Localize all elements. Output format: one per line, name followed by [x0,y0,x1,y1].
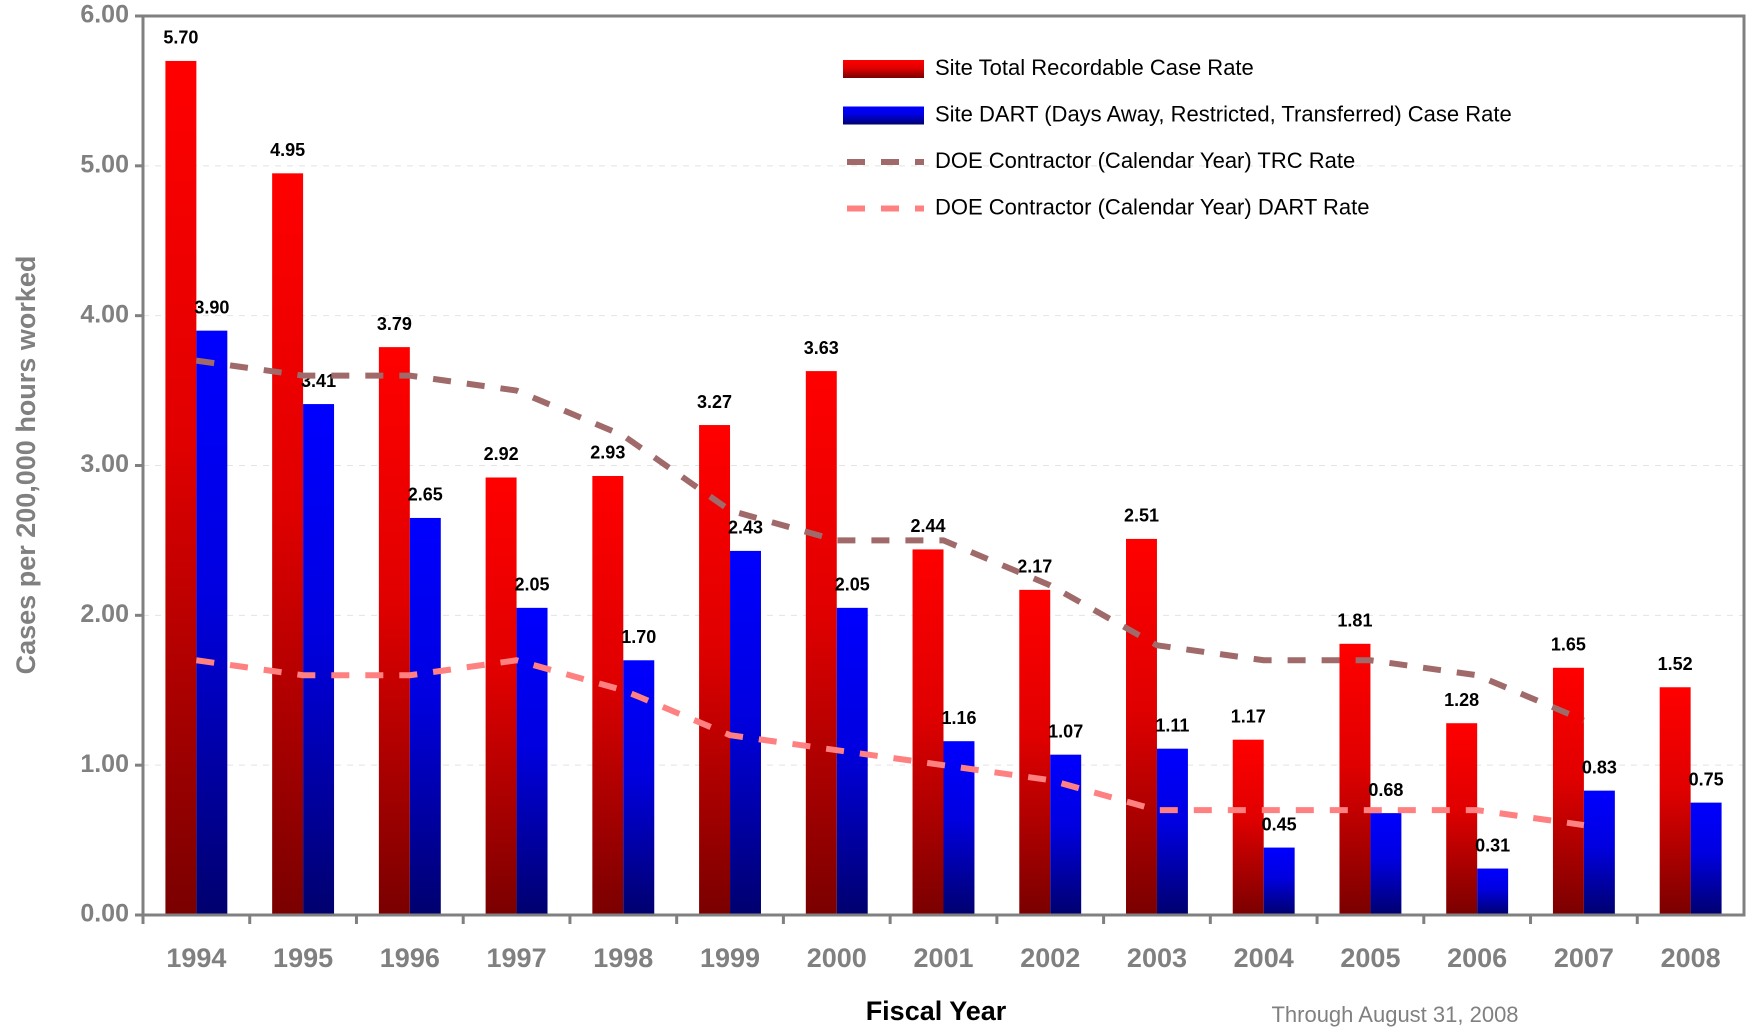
value-label: 2.92 [484,444,519,464]
legend-swatch [843,60,924,78]
y-tick-label: 2.00 [80,600,129,628]
value-label: 1.17 [1231,706,1266,726]
bar [1050,754,1082,915]
value-label: 3.79 [377,314,412,334]
x-tick-label: 1997 [487,943,547,973]
value-label: 1.16 [941,708,976,728]
y-tick-label: 3.00 [80,450,129,478]
bar [805,371,837,916]
bar [1477,868,1509,915]
value-label: 5.70 [163,28,198,48]
bar [912,549,944,915]
bar [1263,847,1295,915]
value-label: 0.31 [1475,835,1510,855]
bar [699,425,731,915]
legend-label: Site Total Recordable Case Rate [935,55,1254,80]
value-label: 2.05 [515,575,550,595]
bar [409,517,441,915]
x-tick-label: 1999 [700,943,760,973]
x-axis-title: Fiscal Year [866,996,1007,1026]
value-label: 1.81 [1337,611,1372,631]
x-tick-label: 2002 [1020,943,1080,973]
bar [303,404,335,915]
value-label: 2.17 [1017,557,1052,577]
bar [1690,802,1722,915]
bar [378,347,410,915]
x-tick-label: 1996 [380,943,440,973]
bar [1659,687,1691,915]
value-label: 2.93 [590,443,625,463]
y-axis-title: Cases per 200,000 hours worked [11,256,41,675]
bar [516,607,548,915]
y-tick-label: 5.00 [80,150,129,178]
x-tick-label: 1994 [166,943,226,973]
bar [836,607,868,915]
x-tick-label: 2008 [1661,943,1721,973]
bar [1552,667,1584,915]
value-label: 4.95 [270,140,305,160]
value-label: 1.11 [1155,715,1189,735]
legend-label: Site DART (Days Away, Restricted, Transf… [935,101,1512,126]
value-label: 2.65 [408,485,443,505]
value-label: 3.90 [194,297,229,317]
x-tick-label: 2003 [1127,943,1187,973]
legend-swatch [843,106,924,125]
bar [623,660,655,915]
x-tick-label: 2004 [1234,943,1294,973]
y-tick-label: 4.00 [80,300,129,328]
x-tick-label: 2005 [1340,943,1400,973]
value-label: 3.63 [804,338,839,358]
value-label: 1.52 [1658,654,1693,674]
bar [592,475,624,915]
x-tick-label: 2006 [1447,943,1507,973]
value-label: 1.07 [1048,721,1083,741]
value-label: 0.45 [1262,814,1297,834]
value-label: 0.75 [1689,769,1724,789]
plot-frame [141,14,1746,917]
bar [485,477,517,915]
value-label: 2.05 [835,575,870,595]
x-tick-label: 1998 [593,943,653,973]
x-tick-label: 1995 [273,943,333,973]
bar [1583,790,1615,915]
value-label: 1.70 [621,627,656,647]
y-tick-label: 1.00 [80,750,129,778]
value-label: 2.43 [728,518,763,538]
x-tick-label: 2001 [913,943,973,973]
bar [1126,538,1157,915]
value-label: 2.51 [1124,506,1159,526]
bar [1370,813,1402,915]
legend-label: DOE Contractor (Calendar Year) DART Rate [935,194,1370,219]
value-label: 2.44 [911,516,946,536]
value-label: 0.68 [1368,780,1403,800]
bar [272,173,304,915]
bar [1339,643,1371,915]
bar [165,60,197,915]
bar [1156,748,1188,915]
x-tick-label: 2007 [1554,943,1614,973]
bar [196,330,228,915]
y-tick-label: 0.00 [80,900,129,928]
bar [1019,589,1051,915]
value-label: 1.65 [1551,635,1586,655]
value-label: 3.27 [697,392,732,412]
y-tick-label: 6.00 [80,1,129,29]
bar [1232,739,1264,915]
value-label: 1.28 [1444,690,1479,710]
bar [1446,723,1478,915]
value-label: 0.83 [1582,757,1617,777]
annotation: Through August 31, 2008 [1271,1002,1518,1027]
x-tick-label: 2000 [807,943,867,973]
legend-label: DOE Contractor (Calendar Year) TRC Rate [935,148,1355,173]
